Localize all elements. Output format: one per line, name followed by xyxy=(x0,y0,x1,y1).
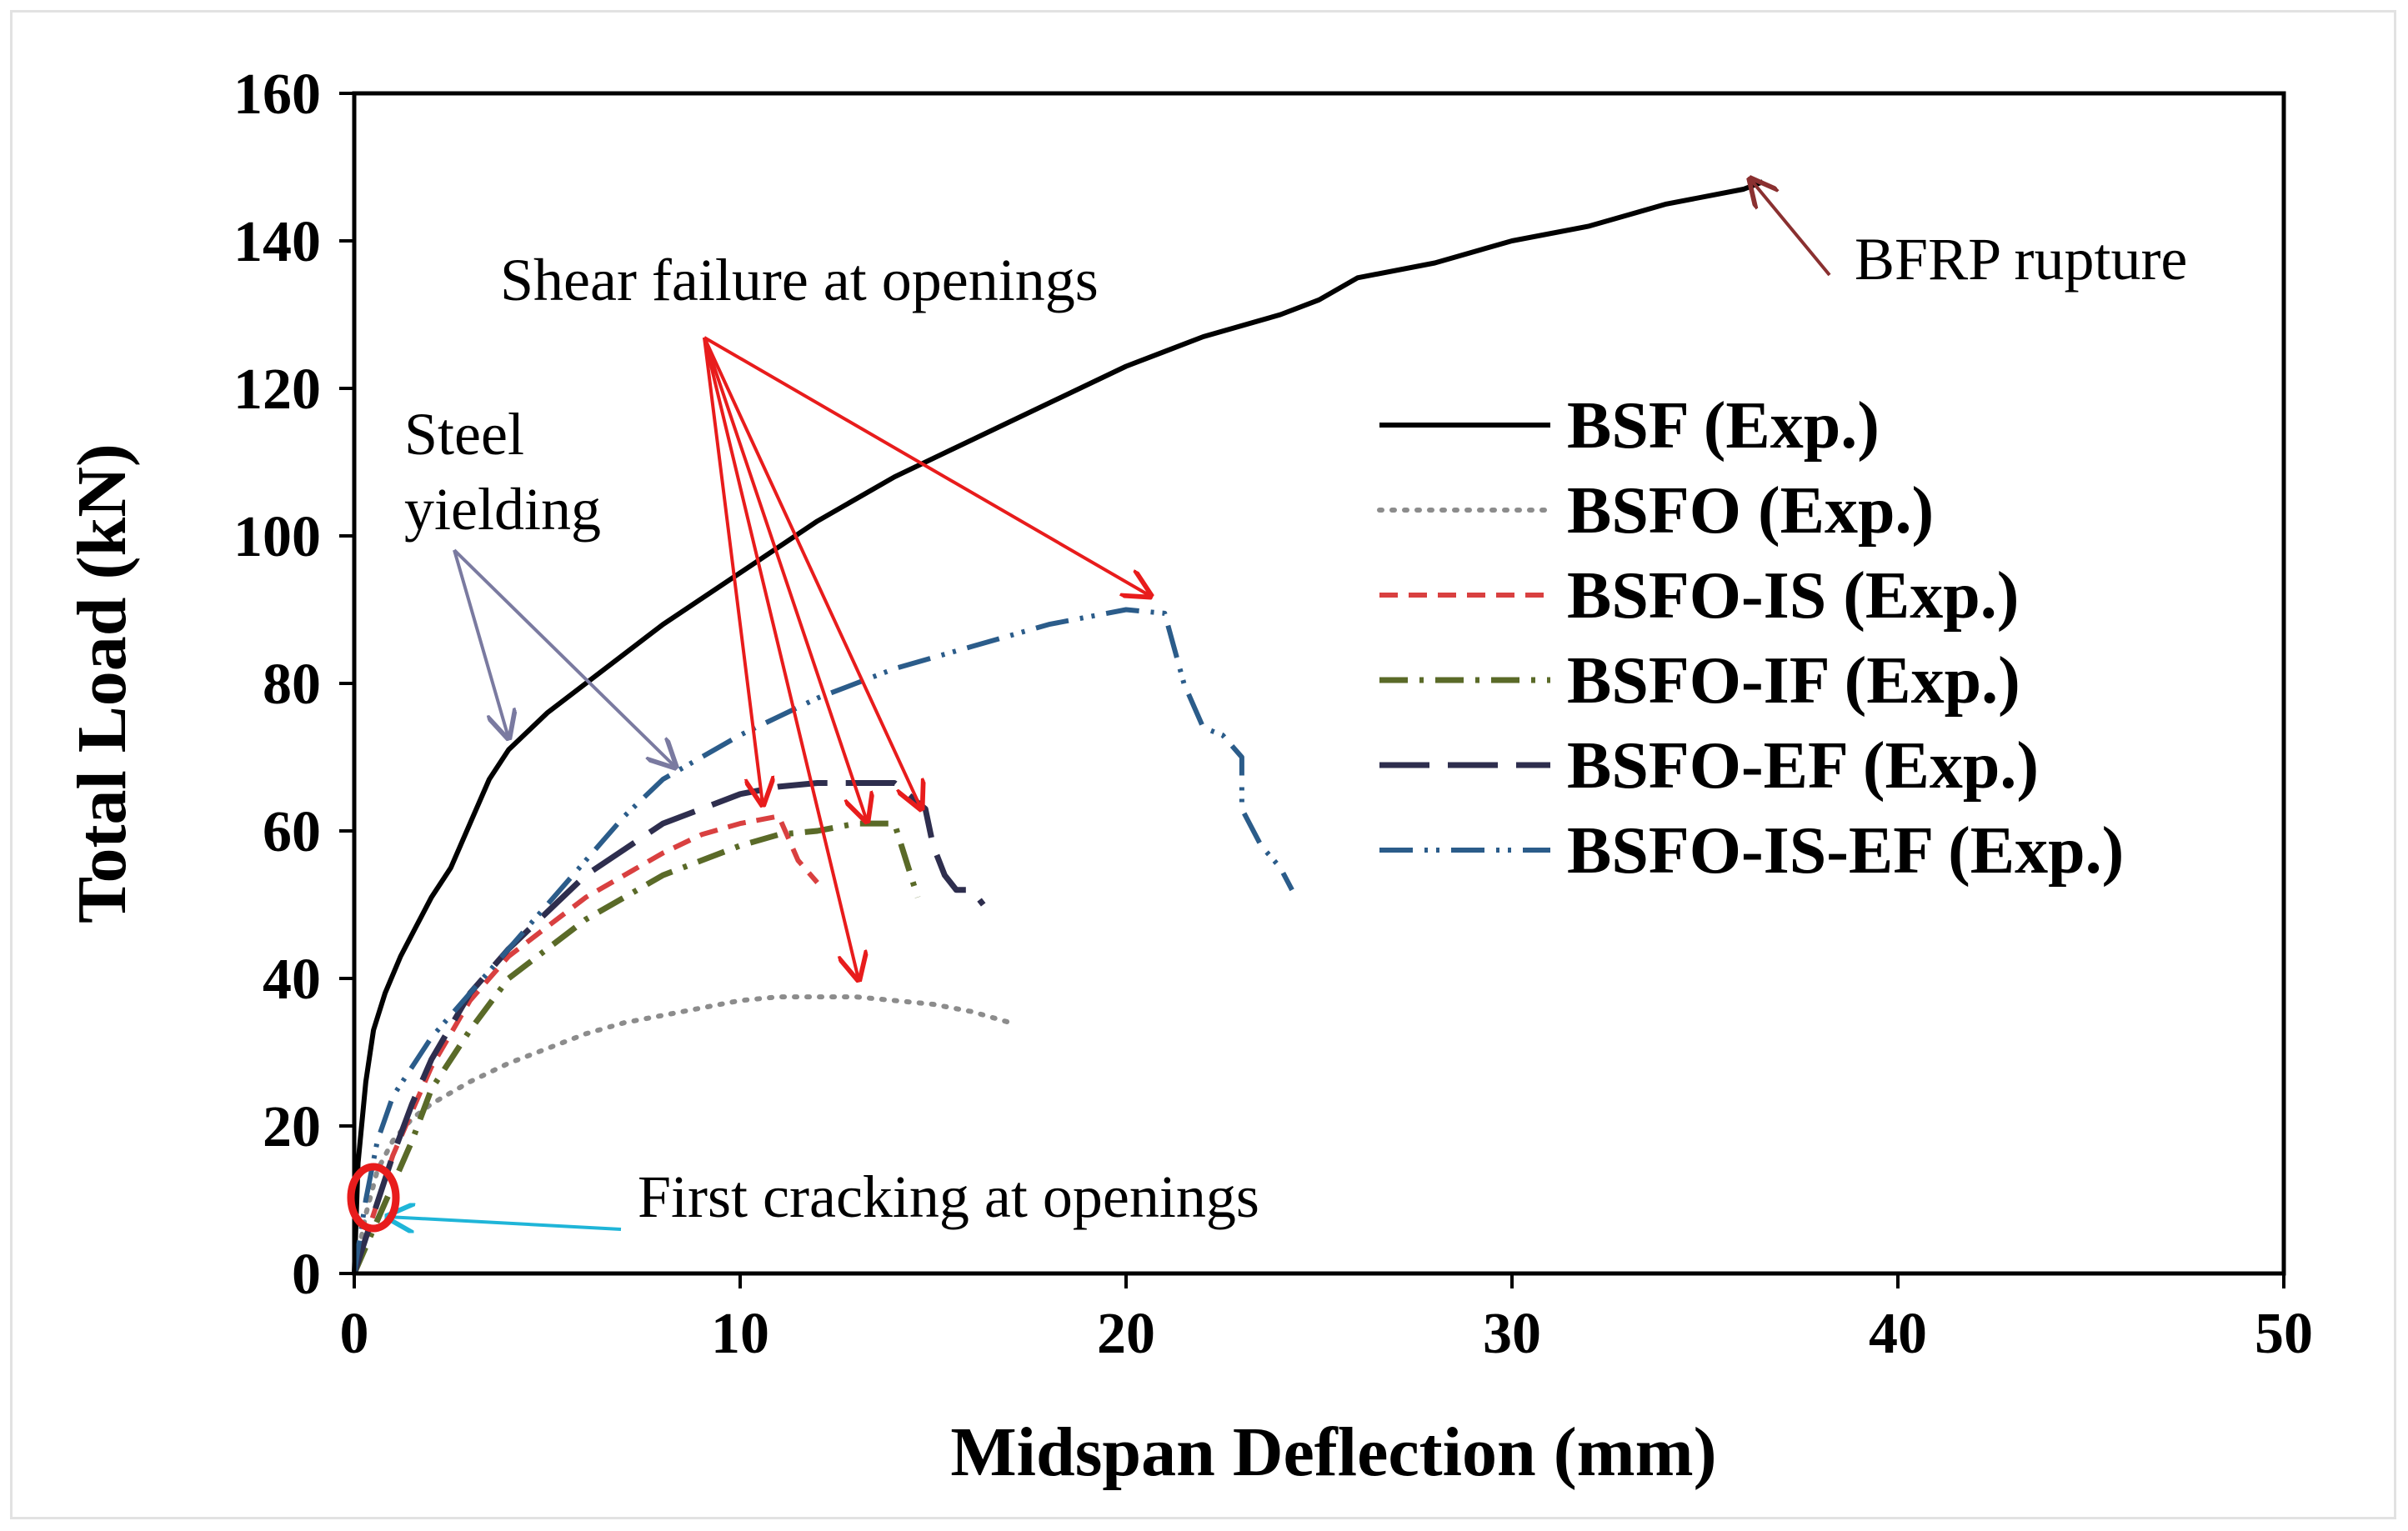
shear-arrow-5 xyxy=(703,337,859,979)
series-line-bsf xyxy=(352,179,1764,1274)
x-tick-label: 20 xyxy=(1097,1302,1155,1366)
y-axis-title: Total Load (kN) xyxy=(63,443,141,923)
legend-label-bsfo-is: BSFO-IS (Exp.) xyxy=(1567,559,2019,633)
legend: BSF (Exp.) BSFO (Exp.) BSFO-IS (Exp.) BS… xyxy=(1377,389,2124,888)
series-line-bsfo-ef xyxy=(351,780,986,1275)
annotation-bfrp-rupture: BFRP rupture xyxy=(1855,226,2187,293)
annotation-shear-failure: Shear failure at openings xyxy=(500,247,1099,313)
y-tick-label: 60 xyxy=(263,800,321,864)
x-axis-title: Midspan Deflection (mm) xyxy=(950,1413,1716,1491)
legend-label-bsfo: BSFO (Exp.) xyxy=(1567,474,1934,548)
y-tick-label: 160 xyxy=(233,63,321,127)
x-tick-label: 30 xyxy=(1483,1302,1541,1366)
legend-label-bsf: BSF (Exp.) xyxy=(1567,389,1880,463)
legend-label-bsfo-is-ef: BSFO-IS-EF (Exp.) xyxy=(1567,814,2124,888)
y-tick-label: 40 xyxy=(263,948,321,1012)
first-crack-circle xyxy=(347,1163,400,1233)
y-tick-label: 100 xyxy=(233,505,321,569)
shear-arrow-3 xyxy=(703,337,867,821)
y-tick-label: 120 xyxy=(233,358,321,422)
x-tick-label: 50 xyxy=(2255,1302,2313,1366)
x-tick-label: 0 xyxy=(340,1302,369,1366)
x-tick-label: 40 xyxy=(1869,1302,1927,1366)
shear-arrow-4 xyxy=(703,337,921,808)
series-line-bsfo xyxy=(352,994,1014,1276)
shear-arrow-2 xyxy=(703,337,763,804)
yield-arrow-2 xyxy=(453,548,675,767)
y-tick-label: 140 xyxy=(233,210,321,274)
figure-frame xyxy=(10,10,2396,1519)
axes: 0 10 20 30 40 50 0 20 40 60 80 100 120 140 160 xyxy=(233,63,2313,1366)
yield-arrow-1 xyxy=(453,549,508,738)
annotation-first-cracking: First cracking at openings xyxy=(638,1163,1259,1230)
y-tick-label: 0 xyxy=(292,1243,321,1307)
x-tick-label: 10 xyxy=(711,1302,769,1366)
bfrp-arrow xyxy=(1750,179,1831,277)
legend-label-bsfo-ef: BSFO-EF (Exp.) xyxy=(1567,729,2039,803)
annotation-yielding: yielding xyxy=(404,476,601,543)
y-tick-label: 20 xyxy=(263,1095,321,1159)
series-line-bsfo-is-ef xyxy=(352,607,1294,1274)
shear-arrow-1 xyxy=(703,336,1150,596)
annotations: Shear failure at openings BFRP rupture S… xyxy=(347,179,2187,1233)
annotation-steel: Steel xyxy=(404,401,524,468)
crack-arrow xyxy=(388,1217,622,1229)
y-tick-label: 80 xyxy=(263,653,321,717)
series-layer xyxy=(351,179,1764,1276)
legend-label-bsfo-if: BSFO-IF (Exp.) xyxy=(1567,644,2020,718)
